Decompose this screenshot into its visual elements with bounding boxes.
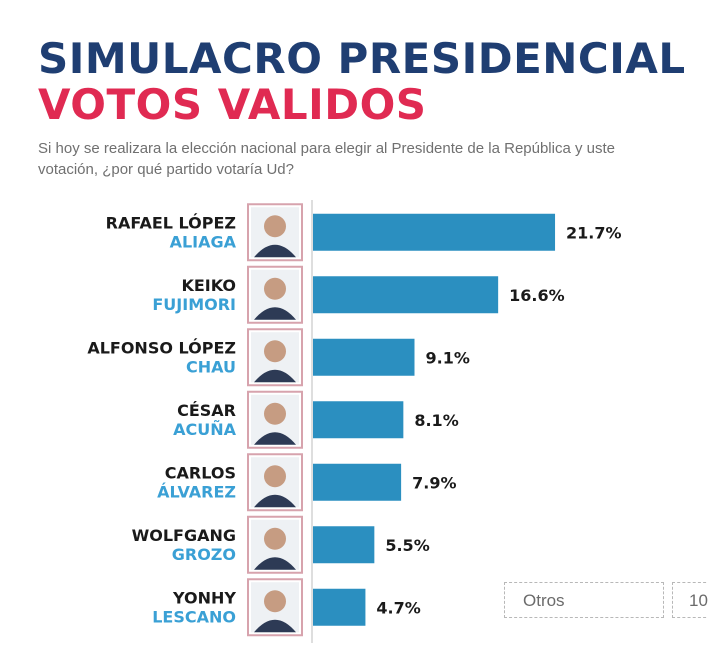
- candidate-first-name: CÉSAR: [177, 401, 236, 420]
- otros-box: Otros: [504, 582, 664, 618]
- candidate-face-icon: [264, 340, 286, 363]
- candidate-last-name: CHAU: [186, 357, 236, 376]
- bar: [313, 338, 415, 376]
- bar: [313, 276, 499, 314]
- candidate-suit-icon: [254, 432, 296, 445]
- candidate-first-name: YONHY: [172, 588, 236, 607]
- candidate-last-name: ALIAGA: [170, 232, 237, 251]
- candidate-suit-icon: [254, 557, 296, 570]
- survey-question-line-1: Si hoy se realizara la elección nacional…: [38, 140, 616, 157]
- survey-question-line-2: votación, ¿por qué partido votaría Ud?: [38, 161, 294, 178]
- candidate-first-name: CARLOS: [165, 463, 236, 482]
- candidate-first-name: WOLFGANG: [132, 526, 236, 545]
- candidate-face-icon: [264, 402, 286, 425]
- candidate-suit-icon: [254, 369, 296, 383]
- bar: [313, 526, 375, 564]
- candidate-suit-icon: [254, 619, 296, 633]
- candidate-last-name: GROZO: [172, 545, 236, 564]
- candidate-face-icon: [264, 277, 286, 300]
- candidate-face-icon: [264, 215, 286, 238]
- otros-value-box: 10: [672, 582, 708, 618]
- bar-value-label: 9.1%: [426, 348, 470, 367]
- candidate-suit-icon: [254, 307, 296, 320]
- chart-subtitle-votos-validos: VOTOS VALIDOS: [38, 80, 427, 129]
- otros-label: Otros: [523, 591, 565, 610]
- candidate-face-icon: [264, 527, 286, 550]
- bar-value-label: 21.7%: [566, 223, 622, 242]
- bar: [313, 213, 556, 251]
- candidate-suit-icon: [254, 494, 296, 508]
- candidate-first-name: ALFONSO LÓPEZ: [87, 338, 236, 357]
- chart-title: SIMULACRO PRESIDENCIAL: [38, 34, 686, 83]
- candidate-face-icon: [264, 465, 286, 488]
- bar-value-label: 8.1%: [414, 411, 458, 430]
- bar-value-label: 4.7%: [376, 598, 420, 617]
- bar-value-label: 7.9%: [412, 473, 456, 492]
- candidate-last-name: FUJIMORI: [152, 295, 236, 314]
- candidate-first-name: RAFAEL LÓPEZ: [106, 213, 236, 232]
- survey-question: Si hoy se realizara la elección nacional…: [38, 138, 708, 180]
- candidate-last-name: LESCANO: [152, 607, 236, 626]
- bar-value-label: 16.6%: [509, 286, 565, 305]
- candidate-face-icon: [264, 590, 286, 613]
- bar: [313, 401, 404, 439]
- bar-value-label: 5.5%: [385, 536, 429, 555]
- candidate-suit-icon: [254, 244, 296, 258]
- bar: [313, 588, 366, 626]
- otros-value: 10: [689, 591, 708, 610]
- bar: [313, 463, 402, 501]
- candidate-last-name: ÁLVAREZ: [157, 482, 236, 501]
- candidate-first-name: KEIKO: [181, 276, 236, 295]
- candidate-last-name: ACUÑA: [173, 420, 237, 439]
